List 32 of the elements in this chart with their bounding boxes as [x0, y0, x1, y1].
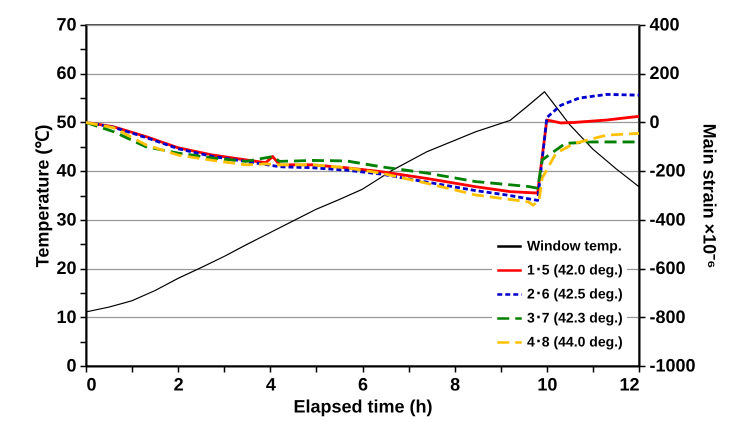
x-tick-label: 6 — [358, 374, 368, 394]
legend-label: Window temp. — [527, 238, 622, 254]
y2-tick-label: -200 — [650, 160, 686, 181]
x-tick-label: 10 — [537, 374, 558, 394]
line-series — [84, 121, 640, 207]
y2-tick-label: -800 — [650, 306, 686, 327]
x-tick-label: 0 — [86, 374, 97, 394]
y-tick-label: 20 — [56, 258, 76, 278]
y-tick-label: 30 — [56, 209, 76, 230]
y2-tick-label: -600 — [650, 258, 686, 278]
y-tick-label: 70 — [56, 14, 76, 34]
x-tick-label: 4 — [266, 374, 276, 394]
y2-axis-title: Main strain ×10⁻⁶ — [700, 124, 720, 268]
y-tick-label: 50 — [56, 112, 76, 132]
x-axis-title: Elapsed time (h) — [293, 396, 433, 416]
y-tick-label: 10 — [56, 306, 76, 327]
x-tick-label: 2 — [174, 374, 184, 394]
y2-tick-label: -400 — [650, 209, 686, 230]
legend-label: 4･8 (44.0 deg.) — [527, 334, 623, 350]
x-tick-label: 12 — [619, 374, 640, 394]
legend-label: 2･6 (42.5 deg.) — [527, 286, 623, 302]
x-tick-label: 8 — [450, 374, 460, 394]
y2-tick-label: 0 — [650, 112, 660, 132]
y2-tick-label: 200 — [650, 63, 680, 84]
y-tick-label: 60 — [56, 63, 76, 84]
y2-tick-label: 400 — [650, 14, 680, 34]
legend-label: 3･7 (42.3 deg.) — [527, 310, 623, 326]
y-tick-label: 40 — [56, 160, 76, 181]
y-axis-title: Temperature (℃) — [32, 124, 52, 268]
y2-tick-label: -1000 — [650, 356, 696, 376]
legend-label: 1･5 (42.0 deg.) — [527, 262, 623, 278]
y-tick-label: 0 — [66, 356, 76, 376]
